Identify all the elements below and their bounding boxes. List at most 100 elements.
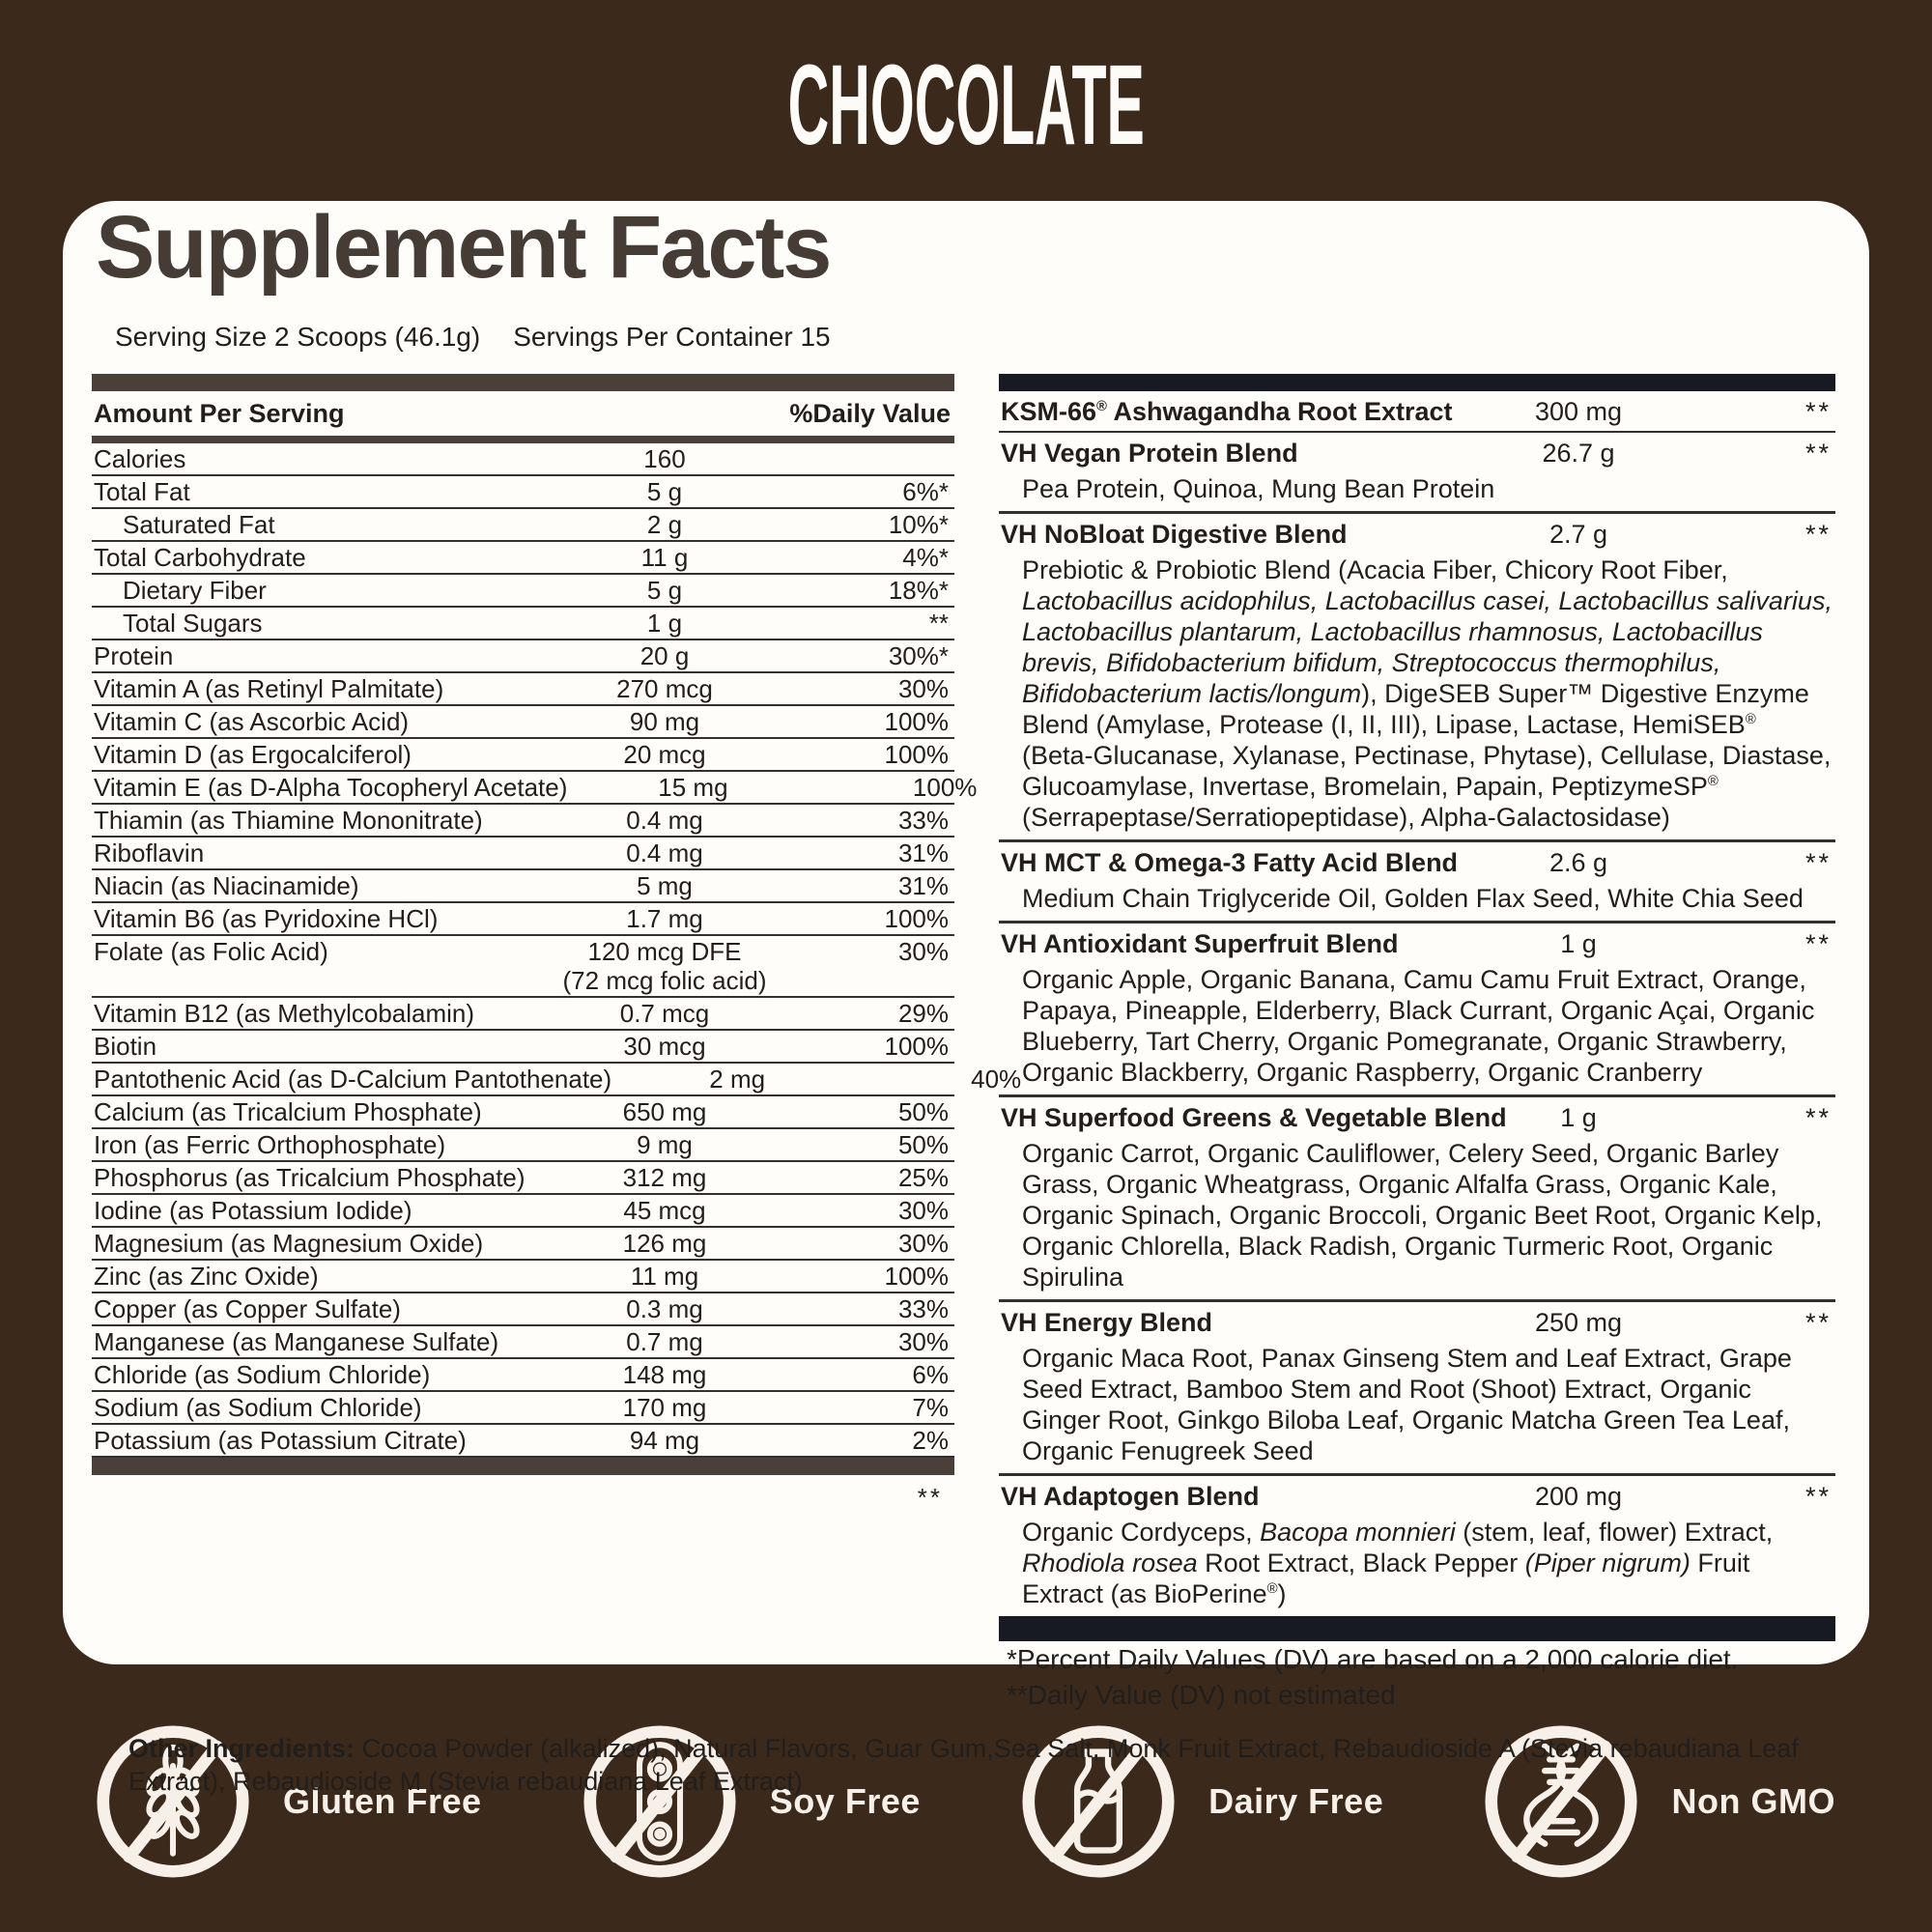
- dv-not-estimated-footnote: **Daily Value (DV) not estimated: [1007, 1679, 1396, 1710]
- nutrient-dv: 4%*: [902, 542, 949, 572]
- nutrient-amount: 5 g: [646, 575, 683, 605]
- nutrient-name: Manganese (as Manganese Sulfate): [94, 1326, 499, 1356]
- nutrient-dv: 29%: [897, 998, 949, 1028]
- nutrient-row: Magnesium (as Magnesium Oxide) 126 mg 30%: [92, 1228, 954, 1261]
- nutrient-amount: 120 mcg DFE (72 mcg folic acid): [562, 936, 767, 995]
- other-ingredients-text: Cocoa Powder (alkalized), Natural Flavor…: [128, 1733, 1799, 1796]
- nutrient-amount: 312 mg: [622, 1162, 707, 1192]
- blend-ingredients: Organic Carrot, Organic Cauliflower, Cel…: [1022, 1138, 1823, 1292]
- nutrient-dv: **: [928, 608, 949, 638]
- nutrient-name: Riboflavin: [94, 838, 205, 867]
- nutrient-amount: 94 mg: [629, 1425, 700, 1455]
- nutrient-amount: 126 mg: [622, 1228, 707, 1258]
- nutrient-name: Thiamin (as Thiamine Mononitrate): [94, 805, 483, 835]
- nutrient-amount: 90 mg: [629, 706, 700, 736]
- nutrient-amount: 9 mg: [637, 1129, 693, 1159]
- blends-table: KSM-66® Ashwagandha Root Extract 300 mg **…: [999, 373, 1835, 1713]
- nutrient-amount: 160: [643, 443, 686, 473]
- badge-label: Dairy Free: [1208, 1781, 1384, 1821]
- nutrient-dv: 33%: [897, 805, 949, 835]
- nutrient-row: Niacin (as Niacinamide) 5 mg 31%: [92, 870, 954, 903]
- nutrient-amount: 0.7 mcg: [619, 998, 710, 1028]
- nutrient-dv: 100%: [912, 772, 978, 802]
- nutrient-dv: 25%: [897, 1162, 949, 1192]
- panel-title: Supplement Facts: [96, 198, 832, 297]
- nutrient-dv: 7%: [912, 1392, 949, 1422]
- blend-ingredients: Organic Apple, Organic Banana, Camu Camu…: [1022, 964, 1815, 1087]
- blend-name: VH Adaptogen Blend: [1001, 1481, 1260, 1511]
- amount-per-serving-header: Amount Per Serving: [94, 398, 345, 428]
- blend-name: VH Superfood Greens & Vegetable Blend: [1001, 1102, 1507, 1132]
- nutrient-amount: 148 mg: [622, 1359, 707, 1389]
- nutrient-amount: 0.4 mg: [626, 838, 703, 867]
- nutrient-row: Vitamin C (as Ascorbic Acid) 90 mg 100%: [92, 706, 954, 739]
- daily-value-header: %Daily Value: [789, 398, 951, 428]
- nutrient-row: Manganese (as Manganese Sulfate) 0.7 mg 30…: [92, 1326, 954, 1359]
- blend-amount: 1 g: [1560, 928, 1597, 958]
- nutrient-amount: 1.7 mg: [626, 903, 703, 933]
- nutrient-row: Iron (as Ferric Orthophosphate) 9 mg 50%: [92, 1129, 954, 1162]
- nutrient-dv: 31%: [897, 870, 949, 900]
- nutrient-row: Vitamin E (as D-Alpha Tocopheryl Acetate…: [92, 772, 977, 805]
- badge-row: Gluten Free Soy Free Dairy Free Non GMO: [92, 1720, 1835, 1883]
- dna-icon: [1480, 1720, 1642, 1883]
- table-top-bar: [92, 373, 954, 391]
- nutrient-name: Chloride (as Sodium Chloride): [94, 1359, 431, 1389]
- blend-name: VH MCT & Omega-3 Fatty Acid Blend: [1001, 847, 1459, 877]
- nutrient-row: Pantothenic Acid (as D-Calcium Pantothen…: [92, 1064, 1021, 1096]
- blend-amount: 2.6 g: [1548, 847, 1608, 877]
- wheat-icon: [92, 1720, 254, 1883]
- nutrient-row: Thiamin (as Thiamine Mononitrate) 0.4 mg 3…: [92, 805, 954, 838]
- nutrient-dv: 100%: [884, 1031, 950, 1061]
- nutrient-row: Total Fat 5 g 6%*: [92, 476, 954, 509]
- milk-bottle-icon: [1017, 1720, 1179, 1883]
- blend-ingredients: Pea Protein, Quinoa, Mung Bean Protein: [1022, 473, 1495, 503]
- nutrient-amount: 0.4 mg: [626, 805, 703, 835]
- nutrient-dv: 100%: [884, 706, 950, 736]
- blend-ingredients: Prebiotic & Probiotic Blend (Acacia Fibe…: [1022, 554, 1833, 832]
- blend-dv: **: [1804, 1307, 1832, 1337]
- blend-name: VH Vegan Protein Blend: [1001, 438, 1298, 468]
- nutrient-row: Zinc (as Zinc Oxide) 11 mg 100%: [92, 1261, 954, 1293]
- footnote-marker: **: [917, 1482, 943, 1512]
- other-ingredients-label: Other Ingredients:: [128, 1733, 355, 1763]
- nutrient-row: Vitamin B6 (as Pyridoxine HCl) 1.7 mg 100%: [92, 903, 954, 936]
- blend-amount: 26.7 g: [1542, 438, 1615, 468]
- nutrient-name: Potassium (as Potassium Citrate): [94, 1425, 467, 1455]
- nutrient-name: Zinc (as Zinc Oxide): [94, 1261, 319, 1291]
- nutrient-amount: 2 g: [646, 509, 683, 539]
- nutrient-row: Potassium (as Potassium Citrate) 94 mg 2%: [92, 1425, 954, 1458]
- nutrient-name: Magnesium (as Magnesium Oxide): [94, 1228, 484, 1258]
- nutrient-row: Total Carbohydrate 11 g 4%*: [92, 542, 954, 575]
- nutrient-row: Calcium (as Tricalcium Phosphate) 650 mg 5…: [92, 1096, 954, 1129]
- blend-row: VH Energy Blend 250 mg ** Organic Maca Root…: [999, 1302, 1835, 1476]
- nutrient-dv: 10%*: [888, 509, 949, 539]
- blends-bottom-bar: [999, 1615, 1835, 1641]
- badge-dairy-free: Dairy Free: [1017, 1720, 1383, 1883]
- blend-dv: **: [1804, 847, 1832, 877]
- nutrient-name: Total Sugars: [123, 608, 263, 638]
- dv-footnote: *Percent Daily Values (DV) are based on …: [1007, 1643, 1739, 1674]
- nutrient-amount: 270 mcg: [616, 673, 713, 703]
- blend-row: KSM-66® Ashwagandha Root Extract 300 mg **: [999, 391, 1835, 433]
- supplement-facts-panel: Supplement Facts Serving Size 2 Scoops (…: [63, 198, 1869, 1796]
- nutrient-name: Total Carbohydrate: [94, 542, 306, 572]
- nutrient-name: Vitamin D (as Ergocalciferol): [94, 739, 412, 769]
- blend-dv: **: [1804, 396, 1832, 426]
- blend-name: VH Antioxidant Superfruit Blend: [1001, 928, 1399, 958]
- nutrient-row: Sodium (as Sodium Chloride) 170 mg 7%: [92, 1392, 954, 1425]
- serving-size: Serving Size 2 Scoops (46.1g): [115, 321, 481, 352]
- badge-non-gmo: Non GMO: [1480, 1720, 1834, 1883]
- nutrient-dv: 100%: [884, 739, 950, 769]
- blend-dv: **: [1804, 1102, 1832, 1132]
- nutrient-name: Vitamin B6 (as Pyridoxine HCl): [94, 903, 439, 933]
- other-ingredients: Other Ingredients: Cocoa Powder (alkaliz…: [128, 1732, 1811, 1798]
- blend-name: KSM-66® Ashwagandha Root Extract: [1001, 396, 1453, 426]
- nutrient-dv: 33%: [897, 1293, 949, 1323]
- nutrient-amount: 20 mcg: [623, 739, 706, 769]
- blend-ingredients: Organic Cordyceps, Bacopa monnieri (stem…: [1022, 1517, 1774, 1608]
- nutrient-row: Total Sugars 1 g **: [92, 608, 954, 640]
- nutrient-amount: 5 mg: [637, 870, 693, 900]
- nutrient-row: Biotin 30 mcg 100%: [92, 1031, 954, 1064]
- nutrient-dv: 18%*: [888, 575, 949, 605]
